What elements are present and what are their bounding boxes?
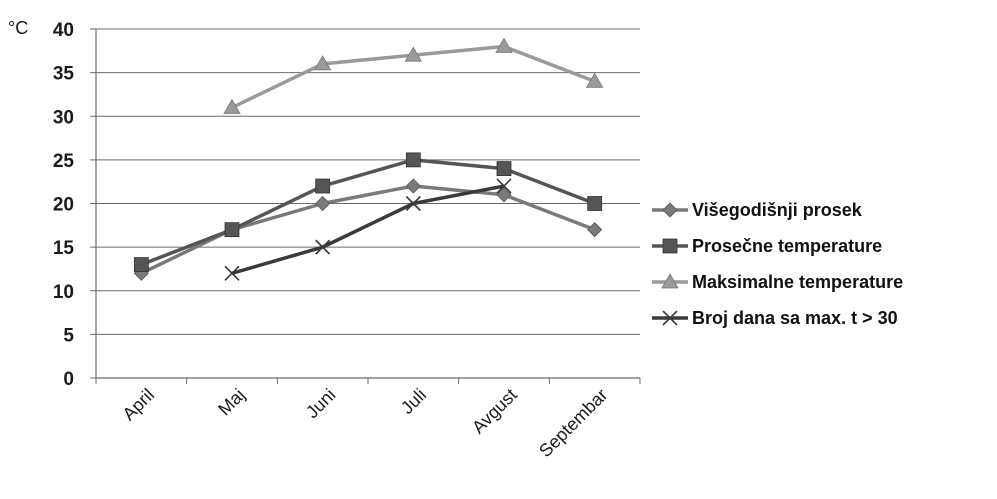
x-tick-label: Juni [302, 385, 339, 422]
legend-label: Broj dana sa max. t > 30 [692, 308, 898, 328]
y-tick-label: 25 [53, 151, 75, 172]
x-tick-label: April [119, 385, 159, 425]
point-marker [405, 178, 421, 194]
y-tick-label: 30 [53, 107, 74, 128]
x-tick-label: Septembar [535, 385, 611, 461]
point-marker [313, 55, 332, 71]
point-marker [315, 195, 331, 212]
point-marker [223, 98, 241, 114]
legend-item-1: Višegodišnji prosek [652, 200, 863, 220]
point-marker [662, 202, 678, 218]
point-marker [496, 178, 512, 194]
point-marker [404, 46, 423, 62]
legend-label: Višegodišnji prosek [692, 200, 863, 220]
series-line [140, 158, 596, 267]
x-tick-label: Avgust [468, 385, 521, 438]
series-line [231, 184, 505, 275]
point-marker [224, 222, 240, 238]
series-4 [224, 178, 512, 281]
y-tick-label: 40 [53, 20, 74, 41]
point-marker [585, 72, 604, 88]
legend-item-4: Broj dana sa max. t > 30 [652, 308, 898, 328]
point-marker [662, 238, 678, 254]
point-marker [224, 265, 240, 281]
point-marker [662, 310, 678, 326]
point-marker [495, 37, 513, 53]
point-marker [133, 257, 149, 272]
legend-label: Prosečne temperature [692, 236, 882, 256]
marker-stroke [496, 178, 512, 194]
point-marker [587, 196, 603, 211]
series-1 [133, 178, 603, 281]
point-marker [315, 239, 331, 255]
series-2 [133, 152, 603, 272]
y-axis-unit-label: °C [8, 18, 28, 38]
y-tick-label: 10 [53, 282, 74, 303]
y-tick-label: 15 [53, 238, 75, 259]
marker-stroke [224, 265, 240, 281]
point-marker [587, 222, 603, 238]
legend-item-2: Prosečne temperature [652, 236, 882, 256]
marker-stroke [315, 239, 331, 255]
point-marker [315, 178, 331, 194]
legend-item-3: Maksimalne temperature [652, 272, 903, 292]
marker-stroke [662, 310, 678, 326]
point-marker [661, 273, 679, 289]
x-tick-label: Maj [214, 385, 249, 420]
legend: Višegodišnji prosek Prosečne temperature M… [652, 200, 903, 328]
y-tick-label: 5 [63, 325, 74, 346]
legend-label: Maksimalne temperature [692, 272, 903, 292]
y-axis-ticks: 0 5 10 15 20 25 30 35 40 [53, 20, 75, 390]
point-marker [496, 187, 512, 203]
y-tick-label: 35 [53, 64, 75, 85]
y-tick-label: 0 [63, 369, 74, 390]
point-marker [405, 152, 421, 168]
axes [90, 28, 641, 384]
y-tick-label: 20 [53, 195, 74, 216]
point-marker [405, 195, 421, 212]
series-line [140, 184, 596, 275]
marker-stroke [405, 195, 421, 212]
x-axis-ticks: April Maj Juni Juli Avgust Septembar [119, 385, 612, 461]
series-3 [223, 37, 604, 114]
gridlines [96, 28, 640, 335]
x-tick-label: Juli [397, 385, 430, 418]
point-marker [496, 161, 512, 177]
series-layer [133, 37, 604, 281]
